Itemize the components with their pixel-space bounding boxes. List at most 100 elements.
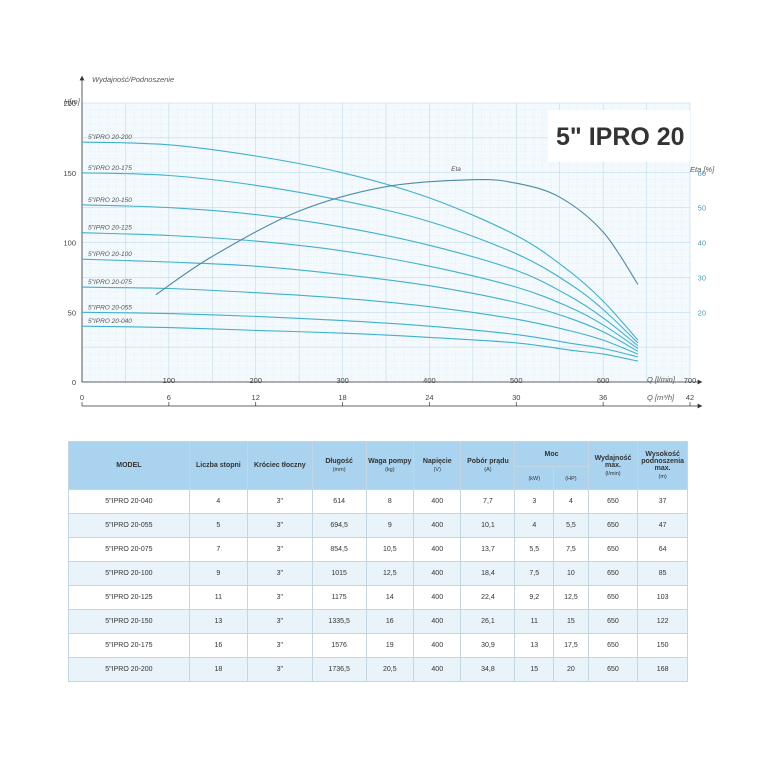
table-cell: 400 (413, 633, 462, 658)
table-cell: 10,1 (460, 513, 516, 538)
cell-model: 5"IPRO 20-075 (68, 537, 190, 562)
table-cell: 16 (188, 633, 248, 658)
table-cell: 20 (553, 657, 589, 682)
header-outlet: Króciec tłoczny (246, 441, 313, 490)
table-cell: 650 (587, 489, 639, 514)
series-line (81, 204, 639, 347)
x-tick-label-m3h: 42 (686, 393, 694, 402)
table-cell: 1175 (311, 585, 367, 610)
series-label: 5"IPRO 20-125 (88, 225, 132, 232)
series-label: 5"IPRO 20-200 (88, 134, 132, 141)
cell-model: 5"IPRO 20-040 (68, 489, 190, 514)
x-tick-label-m3h: 18 (338, 393, 346, 402)
eta-tick-label: 30 (698, 273, 706, 282)
table-cell: 15 (514, 657, 555, 682)
y-tick-label: 200 (63, 99, 76, 108)
cell-model: 5"IPRO 20-200 (68, 657, 190, 682)
series-group (81, 141, 639, 362)
header-voltage: Napięcie (V) (413, 441, 462, 490)
table-row: 5"IPRO 20-075 7 3" 854,5 10,5 400 13,7 5,5 7,5 65… (68, 537, 688, 562)
table-cell: 400 (413, 585, 462, 610)
x-tick-label-lpm: 300 (336, 376, 349, 385)
header-current: Pobór prądu (A) (460, 441, 516, 490)
table-cell: 3" (246, 657, 313, 682)
table-cell: 11 (514, 609, 555, 634)
y-tick-label: 150 (63, 169, 76, 178)
table-cell: 400 (413, 561, 462, 586)
series-label: 5"IPRO 20-055 (88, 304, 132, 311)
table-cell: 47 (637, 513, 688, 538)
table-cell: 650 (587, 585, 639, 610)
table-cell: 3" (246, 489, 313, 514)
table-cell: 15 (553, 609, 589, 634)
table-cell: 26,1 (460, 609, 516, 634)
series-line (81, 286, 639, 355)
table-cell: 17,5 (553, 633, 589, 658)
table-cell: 103 (637, 585, 688, 610)
table-row: 5"IPRO 20-125 11 3" 1175 14 400 22,4 9,2 12,5 650… (68, 585, 688, 610)
eta-group (155, 179, 639, 296)
header-power: Moc (514, 441, 589, 467)
table-cell: 19 (365, 633, 415, 658)
cell-model: 5"IPRO 20-100 (68, 561, 190, 586)
eta-tick-label: 20 (698, 308, 706, 317)
y-tick-label: 0 (72, 378, 76, 387)
table-cell: 10 (553, 561, 589, 586)
table-cell: 4 (188, 489, 248, 514)
table-cell: 13 (514, 633, 555, 658)
table-cell: 150 (637, 633, 688, 658)
cell-model: 5"IPRO 20-125 (68, 585, 190, 610)
table-cell: 34,8 (460, 657, 516, 682)
x-tick-label-lpm: 700 (684, 376, 697, 385)
table-cell: 7,5 (514, 561, 555, 586)
table-cell: 1736,5 (311, 657, 367, 682)
header-weight-text: Waga pompy (368, 458, 412, 465)
table-cell: 854,5 (311, 537, 367, 562)
table-cell: 7 (188, 537, 248, 562)
header-flow-text: Wydajność max. (594, 454, 632, 469)
x-tick-label-lpm: 400 (423, 376, 436, 385)
table-cell: 650 (587, 609, 639, 634)
table-cell: 37 (637, 489, 688, 514)
x-tick-label-m3h: 6 (167, 393, 171, 402)
header-model: MODEL (68, 441, 190, 490)
table-cell: 168 (637, 657, 688, 682)
table-cell: 14 (365, 585, 415, 610)
table-row: 5"IPRO 20-200 18 3" 1736,5 20,5 400 34,8 15 20 65… (68, 657, 688, 682)
table-cell: 1015 (311, 561, 367, 586)
table-cell: 64 (637, 537, 688, 562)
x-tick-label-m3h: 24 (425, 393, 433, 402)
y-axis-unit: H[m] (64, 97, 81, 106)
table-row: 5"IPRO 20-175 16 3" 1576 19 400 30,9 13 17,5 650 1… (68, 633, 688, 658)
series-line (81, 141, 639, 341)
eta-line (155, 179, 639, 296)
table-cell: 400 (413, 489, 462, 514)
chart-title: 5" IPRO 20 (556, 123, 685, 151)
header-length-unit: (mm) (332, 467, 346, 473)
header-power-kw: (kW) (514, 466, 555, 490)
table-cell: 7,5 (553, 537, 589, 562)
table-cell: 3 (514, 489, 555, 514)
table-cell: 9,2 (514, 585, 555, 610)
eta-tick-label: 50 (698, 204, 706, 213)
eta-axis-label: Eta [%] (690, 165, 715, 174)
y-tick-label: 50 (68, 308, 76, 317)
table-cell: 3" (246, 609, 313, 634)
x-tick-label-m3h: 36 (599, 393, 607, 402)
table-cell: 12,5 (553, 585, 589, 610)
table-cell: 650 (587, 657, 639, 682)
series-line (81, 258, 639, 352)
pump-performance-chart: Wydajność/Podnoszenie H[m] Q [l/min] Q [… (63, 75, 715, 409)
x-tick-label-m3h: 30 (512, 393, 520, 402)
header-current-unit: (A) (484, 467, 492, 473)
header-power-hp: (HP) (553, 466, 589, 490)
series-line (81, 311, 639, 358)
table-cell: 20,5 (365, 657, 415, 682)
table-cell: 694,5 (311, 513, 367, 538)
x-tick-label-lpm: 200 (249, 376, 262, 385)
table-cell: 13,7 (460, 537, 516, 562)
eta-tick-label: 40 (698, 239, 706, 248)
table-cell: 12,5 (365, 561, 415, 586)
header-weight: Waga pompy (kg) (365, 441, 415, 490)
header-length: Długość (mm) (311, 441, 367, 490)
